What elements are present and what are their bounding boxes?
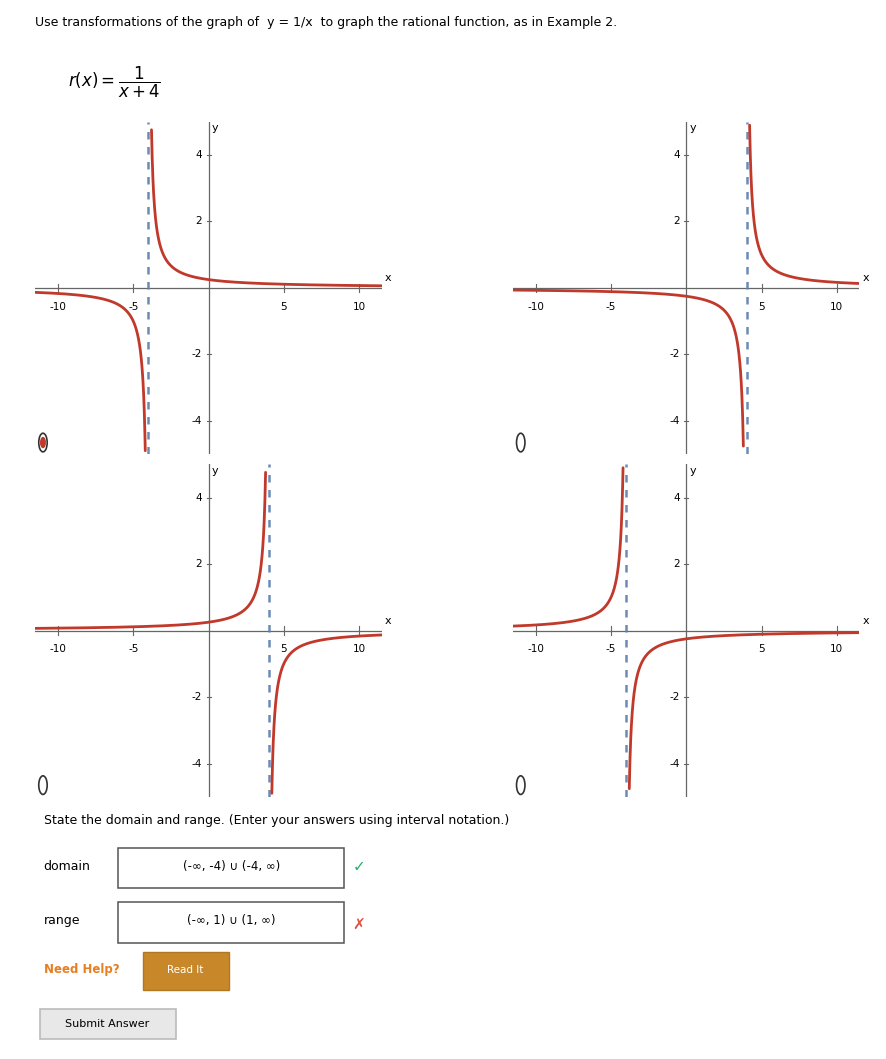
Text: 5: 5 — [281, 302, 287, 312]
Text: Submit Answer: Submit Answer — [65, 1019, 149, 1029]
Text: -5: -5 — [606, 645, 617, 654]
Text: -10: -10 — [527, 645, 544, 654]
Text: x: x — [862, 615, 869, 626]
Text: 2: 2 — [196, 216, 202, 227]
Text: 2: 2 — [673, 216, 680, 227]
Text: -10: -10 — [50, 645, 66, 654]
Text: -2: -2 — [670, 692, 680, 702]
Text: ✗: ✗ — [353, 918, 365, 933]
Text: -5: -5 — [128, 302, 138, 312]
Text: y: y — [212, 466, 218, 475]
Text: 5: 5 — [758, 645, 765, 654]
Text: 2: 2 — [196, 559, 202, 569]
Text: 4: 4 — [196, 150, 202, 160]
Text: -4: -4 — [192, 758, 202, 769]
Text: 10: 10 — [353, 302, 366, 312]
Text: $r(x) = \dfrac{1}{x+4}$: $r(x) = \dfrac{1}{x+4}$ — [68, 66, 161, 101]
Text: x: x — [385, 273, 392, 283]
Text: (-∞, 1) ∪ (1, ∞): (-∞, 1) ∪ (1, ∞) — [187, 914, 276, 927]
Text: -4: -4 — [192, 416, 202, 426]
Text: -10: -10 — [527, 302, 544, 312]
Text: 10: 10 — [830, 645, 843, 654]
Text: ✓: ✓ — [353, 859, 365, 874]
Text: y: y — [689, 466, 696, 475]
Text: y: y — [212, 123, 218, 133]
FancyBboxPatch shape — [143, 952, 229, 989]
Text: -10: -10 — [50, 302, 66, 312]
FancyBboxPatch shape — [118, 902, 345, 943]
Text: Read It: Read It — [167, 965, 204, 974]
Text: 10: 10 — [353, 645, 366, 654]
Text: 4: 4 — [673, 492, 680, 503]
Text: -2: -2 — [670, 349, 680, 359]
Text: -2: -2 — [192, 349, 202, 359]
Text: 4: 4 — [196, 492, 202, 503]
Text: 2: 2 — [673, 559, 680, 569]
Text: -5: -5 — [128, 645, 138, 654]
Text: domain: domain — [43, 860, 90, 873]
Text: x: x — [862, 273, 869, 283]
Text: -2: -2 — [192, 692, 202, 702]
Circle shape — [41, 437, 45, 448]
Text: x: x — [385, 615, 392, 626]
Text: 5: 5 — [281, 645, 287, 654]
Text: 10: 10 — [830, 302, 843, 312]
Text: range: range — [43, 914, 80, 927]
Text: 4: 4 — [673, 150, 680, 160]
Text: Use transformations of the graph of  y = 1/x  to graph the rational function, as: Use transformations of the graph of y = … — [35, 16, 618, 29]
Text: -4: -4 — [670, 416, 680, 426]
Text: 5: 5 — [758, 302, 765, 312]
Text: y: y — [689, 123, 696, 133]
Text: State the domain and range. (Enter your answers using interval notation.): State the domain and range. (Enter your … — [43, 814, 509, 827]
Text: -5: -5 — [606, 302, 617, 312]
Text: -4: -4 — [670, 758, 680, 769]
Text: (-∞, -4) ∪ (-4, ∞): (-∞, -4) ∪ (-4, ∞) — [183, 860, 280, 873]
Text: Need Help?: Need Help? — [43, 964, 120, 976]
FancyBboxPatch shape — [118, 847, 345, 889]
FancyBboxPatch shape — [40, 1009, 175, 1039]
